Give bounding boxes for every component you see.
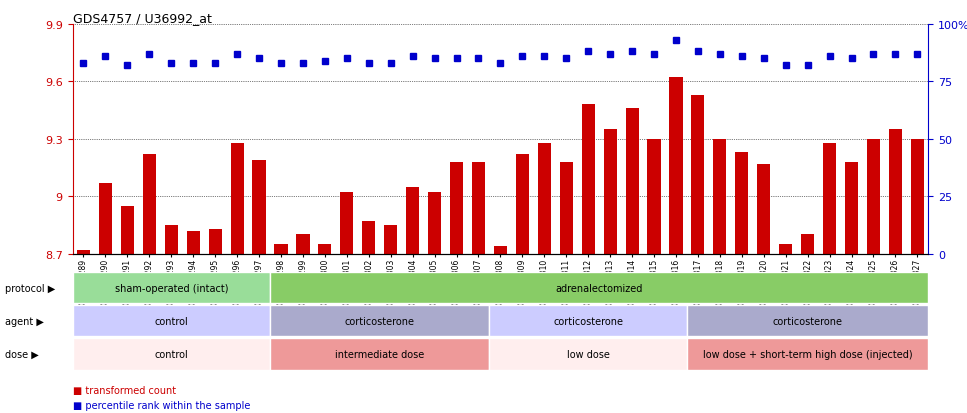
Bar <box>77 250 90 254</box>
Bar <box>187 231 200 254</box>
Bar <box>911 139 923 254</box>
Bar <box>691 95 705 254</box>
Bar <box>515 154 529 254</box>
Bar <box>581 105 595 254</box>
Text: sham-operated (intact): sham-operated (intact) <box>114 283 228 293</box>
Text: ■ transformed count: ■ transformed count <box>73 385 176 395</box>
Bar <box>823 143 836 254</box>
Bar <box>164 225 178 254</box>
Bar <box>801 235 814 254</box>
Text: ■ percentile rank within the sample: ■ percentile rank within the sample <box>73 400 249 410</box>
Bar <box>889 130 902 254</box>
Text: low dose + short-term high dose (injected): low dose + short-term high dose (injecte… <box>703 349 913 359</box>
Bar <box>626 109 638 254</box>
Bar <box>714 139 726 254</box>
Bar <box>560 162 572 254</box>
Bar <box>340 193 353 254</box>
Bar <box>648 139 660 254</box>
Text: low dose: low dose <box>567 349 609 359</box>
Text: agent ▶: agent ▶ <box>5 316 44 326</box>
Text: dose ▶: dose ▶ <box>5 349 39 359</box>
Bar <box>538 143 551 254</box>
Bar <box>121 206 134 254</box>
Bar <box>363 221 375 254</box>
Bar <box>779 244 792 254</box>
Bar <box>143 154 156 254</box>
Bar <box>494 246 507 254</box>
Bar <box>318 244 332 254</box>
Bar <box>845 162 858 254</box>
Bar <box>472 162 485 254</box>
Bar <box>384 225 397 254</box>
Text: protocol ▶: protocol ▶ <box>5 283 55 293</box>
Bar <box>669 78 683 254</box>
Bar <box>99 183 112 254</box>
Text: adrenalectomized: adrenalectomized <box>555 283 643 293</box>
Bar <box>252 160 266 254</box>
Bar <box>296 235 309 254</box>
Bar <box>866 139 880 254</box>
Bar <box>209 229 221 254</box>
Text: corticosterone: corticosterone <box>553 316 623 326</box>
Bar <box>406 187 420 254</box>
Text: control: control <box>155 349 189 359</box>
Text: control: control <box>155 316 189 326</box>
Text: GDS4757 / U36992_at: GDS4757 / U36992_at <box>73 12 212 25</box>
Bar <box>603 130 617 254</box>
Bar <box>428 193 441 254</box>
Text: intermediate dose: intermediate dose <box>336 349 425 359</box>
Bar <box>735 153 748 254</box>
Text: corticosterone: corticosterone <box>773 316 842 326</box>
Bar <box>230 143 244 254</box>
Bar <box>275 244 287 254</box>
Text: corticosterone: corticosterone <box>344 316 415 326</box>
Bar <box>757 164 771 254</box>
Bar <box>450 162 463 254</box>
